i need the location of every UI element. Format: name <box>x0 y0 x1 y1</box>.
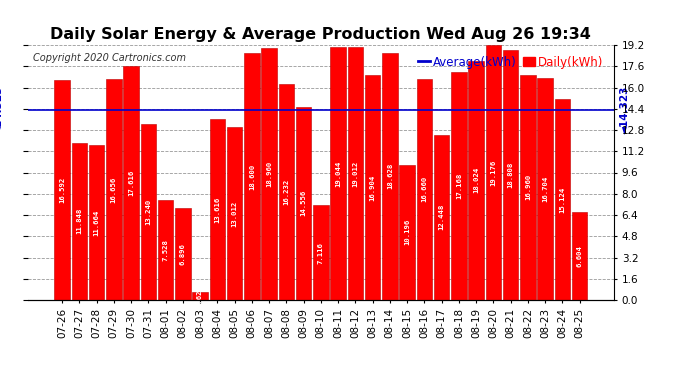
Bar <box>572 212 587 300</box>
Bar <box>296 106 311 300</box>
Text: 18.024: 18.024 <box>473 167 479 194</box>
Text: 16.960: 16.960 <box>525 174 531 201</box>
Bar <box>434 135 449 300</box>
Text: 19.012: 19.012 <box>353 160 358 187</box>
Text: 13.240: 13.240 <box>146 199 151 225</box>
Text: 13.012: 13.012 <box>232 201 237 227</box>
Bar <box>141 124 156 300</box>
Text: 16.232: 16.232 <box>284 179 289 206</box>
Bar <box>400 165 415 300</box>
Text: 14.556: 14.556 <box>301 190 306 216</box>
Bar <box>55 80 70 300</box>
Text: ◄14.323: ◄14.323 <box>0 86 4 134</box>
Text: 18.600: 18.600 <box>249 164 255 190</box>
Bar <box>89 145 104 300</box>
Bar <box>503 50 518 300</box>
Legend: Average(kWh), Daily(kWh): Average(kWh), Daily(kWh) <box>413 51 608 74</box>
Text: 16.904: 16.904 <box>370 175 375 201</box>
Text: 16.704: 16.704 <box>542 176 548 202</box>
Text: 18.960: 18.960 <box>266 161 272 187</box>
Bar <box>469 61 484 300</box>
Bar <box>72 142 87 300</box>
Text: 12.448: 12.448 <box>439 204 444 231</box>
Text: 16.656: 16.656 <box>111 176 117 203</box>
Bar <box>313 206 328 300</box>
Bar <box>244 53 259 300</box>
Text: 11.664: 11.664 <box>94 209 99 236</box>
Text: 7.528: 7.528 <box>163 239 168 261</box>
Text: 13.616: 13.616 <box>215 196 220 223</box>
Bar <box>348 48 363 300</box>
Bar <box>210 119 225 300</box>
Text: 18.628: 18.628 <box>387 163 393 189</box>
Text: Copyright 2020 Cartronics.com: Copyright 2020 Cartronics.com <box>34 53 186 63</box>
Bar <box>451 72 466 300</box>
Text: 16.660: 16.660 <box>422 176 427 203</box>
Bar <box>193 292 208 300</box>
Text: 6.604: 6.604 <box>577 245 582 267</box>
Text: 16.592: 16.592 <box>59 177 65 203</box>
Bar <box>538 78 553 300</box>
Bar <box>227 127 242 300</box>
Bar <box>365 75 380 300</box>
Text: 10.196: 10.196 <box>404 219 410 245</box>
Text: 18.808: 18.808 <box>508 162 513 188</box>
Title: Daily Solar Energy & Average Production Wed Aug 26 19:34: Daily Solar Energy & Average Production … <box>50 27 591 42</box>
Bar <box>331 47 346 300</box>
Text: 17.616: 17.616 <box>128 170 134 196</box>
Bar <box>124 66 139 300</box>
Bar <box>417 79 432 300</box>
Bar <box>382 53 397 300</box>
Bar <box>279 84 294 300</box>
Text: 0.624: 0.624 <box>197 285 203 307</box>
Text: 17.168: 17.168 <box>456 173 462 199</box>
Text: 7.116: 7.116 <box>318 242 324 264</box>
Bar <box>520 75 535 300</box>
Bar <box>262 48 277 300</box>
Bar <box>486 45 501 300</box>
Text: 15.124: 15.124 <box>560 186 565 213</box>
Bar <box>106 79 121 300</box>
Text: 19.176: 19.176 <box>491 159 496 186</box>
Text: 19.044: 19.044 <box>335 160 341 187</box>
Bar <box>555 99 570 300</box>
Bar <box>158 200 173 300</box>
Text: ◄14.323: ◄14.323 <box>620 86 630 134</box>
Text: 6.896: 6.896 <box>180 243 186 265</box>
Bar <box>175 209 190 300</box>
Text: 11.848: 11.848 <box>77 208 82 234</box>
